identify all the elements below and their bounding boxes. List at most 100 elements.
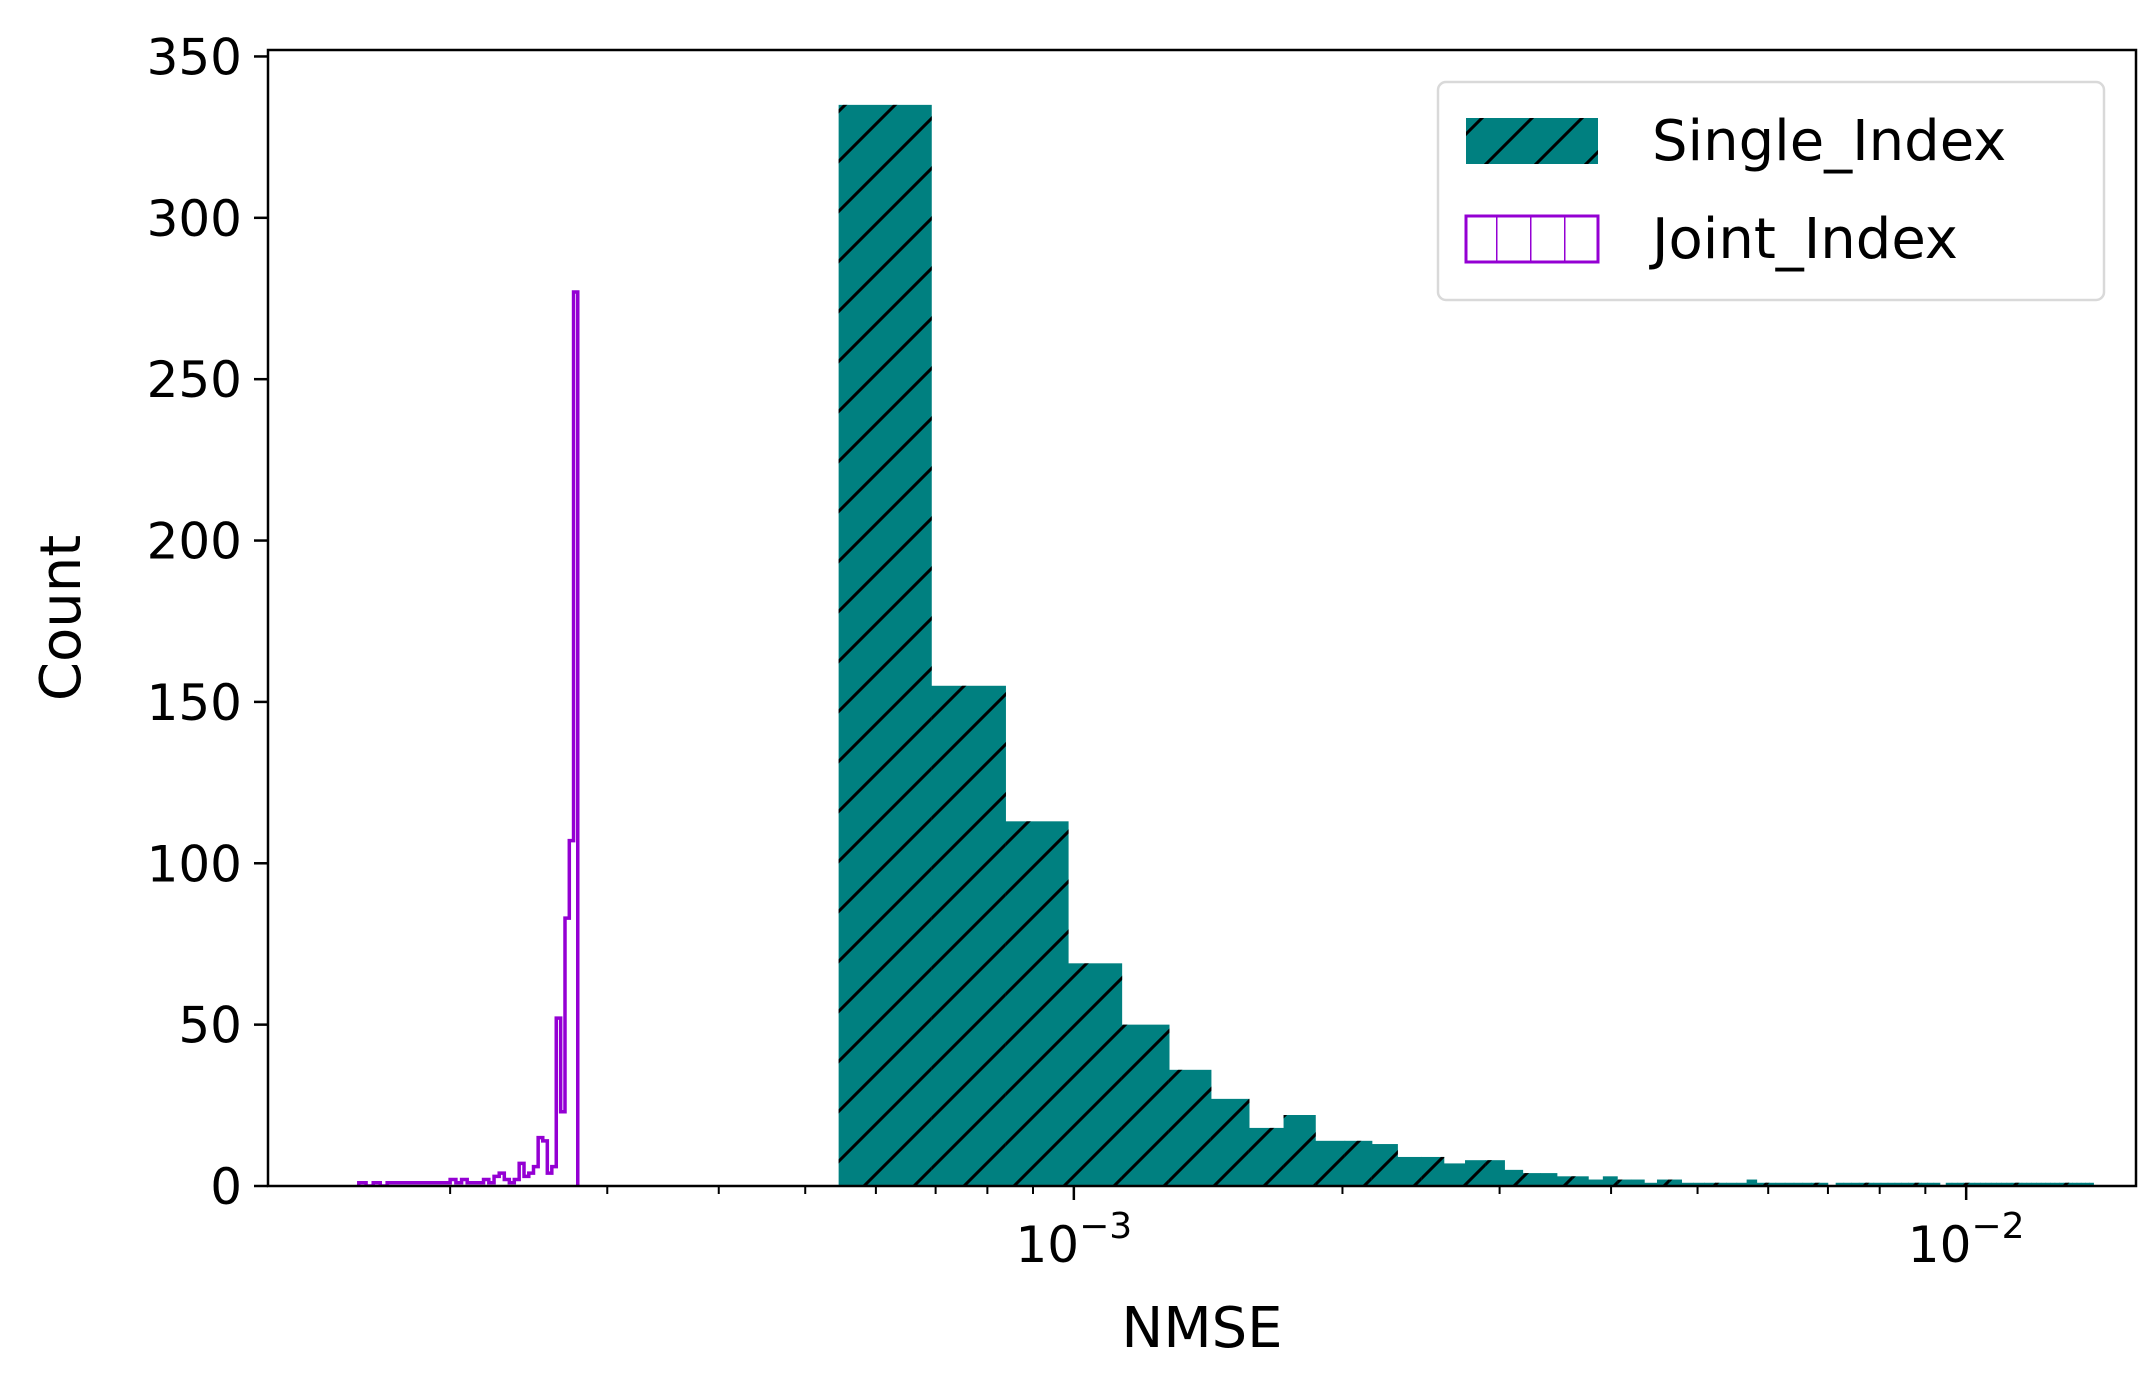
single-index-bar-hatch [2080,1182,2086,1186]
single-index-bar-hatch [1858,1182,1867,1186]
single-index-bar-hatch [1005,821,1069,1186]
single-index-bar-hatch [1168,1069,1212,1186]
legend-swatch-single-index-hatch [1466,118,1598,164]
single-index-bar-hatch [1443,1163,1466,1186]
single-index-bar-hatch [2021,1182,2028,1186]
single-index-bar-hatch [1974,1182,1981,1186]
legend-swatch-joint-index [1464,214,1600,264]
single-index-bar-hatch [1996,1182,2003,1186]
single-index-bar-hatch [1819,1182,1829,1186]
single-index-bar-hatch [1210,1098,1250,1186]
single-index-bar-hatch [2036,1182,2042,1186]
single-index-bar-hatch [1835,1182,1845,1186]
y-tick-label: 150 [147,674,242,732]
y-axis-label: Count [29,535,94,701]
single-index-bar-hatch [1963,1182,1970,1186]
single-index-bar-hatch [1556,1176,1574,1186]
y-tick-label: 350 [147,28,242,86]
single-index-bar-hatch [1873,1182,1882,1186]
single-index-bar-hatch [1880,1182,1889,1186]
single-index-bar-hatch [2031,1182,2037,1186]
single-index-bar-hatch [2067,1182,2073,1186]
y-tick-label: 200 [147,513,242,571]
single-index-bar-hatch [1736,1182,1748,1186]
legend-entry-single-index: Single_Index [1466,109,2006,174]
single-index-bar-hatch [2006,1182,2013,1186]
single-index-bar-hatch [1283,1115,1316,1186]
single-index-bar-hatch [1421,1156,1445,1186]
legend-label-single-index: Single_Index [1652,109,2006,174]
single-index-bar-hatch [1726,1182,1738,1186]
y-tick-label: 100 [147,835,242,893]
single-index-bars [838,104,2094,1186]
single-index-bar-hatch [1704,1182,1717,1186]
y-axis: 0 50 100 150 200 250 300 350 [147,28,268,1216]
single-index-bar-hatch [1485,1160,1505,1186]
single-index-bar-hatch [1540,1173,1558,1186]
legend-label-joint-index: Joint_Index [1649,207,1958,272]
single-index-bar-hatch [1617,1179,1632,1186]
y-tick-label: 50 [178,997,242,1055]
single-index-bar-hatch [2016,1182,2023,1186]
single-index-bar-hatch [1121,1024,1170,1186]
single-index-bar-hatch [1522,1173,1541,1186]
single-index-bar-hatch [1990,1182,1997,1186]
single-index-bar-hatch [1851,1182,1860,1186]
single-index-bar-hatch [1921,1182,1928,1186]
x-tick-label: 10−2 [1908,1206,2025,1274]
single-index-bar-hatch [1914,1182,1922,1186]
single-index-bar-hatch [1901,1182,1909,1186]
single-index-bar-hatch [1775,1182,1786,1186]
joint-index-steps [357,290,580,1186]
single-index-bar-hatch [1927,1182,1935,1186]
single-index-bar-hatch [931,685,1006,1186]
single-index-bar-hatch [1756,1182,1767,1186]
single-index-bar-hatch [2011,1182,2018,1186]
plot-frame [266,48,2138,1188]
single-index-bar-hatch [1504,1169,1524,1186]
single-index-bar-hatch [1248,1127,1285,1186]
single-index-bar-hatch [1315,1140,1346,1186]
single-index-bar-hatch [1957,1182,1964,1186]
single-index-bar-hatch [2089,1182,2094,1186]
single-index-bar-hatch [2085,1182,2090,1186]
single-index-bar-hatch [2059,1182,2065,1186]
single-index-bar-hatch [2063,1182,2069,1186]
x-axis: 10−3 10−2 [449,1186,2025,1274]
x-axis-label: NMSE [1121,1296,1282,1361]
single-index-bar-hatch [1602,1176,1618,1186]
single-index-bar-hatch [2026,1182,2032,1186]
single-index-bar-hatch [1945,1182,1953,1186]
single-index-bar-hatch [1933,1182,1941,1186]
single-index-bar-hatch [1067,963,1123,1186]
single-index-bar-hatch [838,104,932,1186]
single-index-bar-hatch [1588,1179,1604,1186]
single-index-bar-hatch [1630,1179,1645,1186]
single-index-bar-hatch [1371,1144,1398,1186]
single-index-bar-hatch [1951,1182,1959,1186]
single-index-bar-hatch [1843,1182,1852,1186]
single-index-bar-hatch [2050,1182,2056,1186]
legend-frame [1436,80,2106,302]
single-index-bar-hatch [1572,1176,1589,1186]
single-index-bar-hatch [2045,1182,2051,1186]
single-index-bar-hatch [1802,1182,1812,1186]
single-index-bar-hatch [2076,1182,2082,1186]
legend: Single_Index Joint_Index [1436,80,2106,302]
single-index-bar-hatch [1715,1182,1727,1186]
single-index-bar-hatch [1656,1179,1670,1186]
single-index-bar-hatch [1894,1182,1902,1186]
joint-index-step-line [357,290,580,1186]
single-index-bar-hatch [2072,1182,2078,1186]
single-index-bar-hatch [1766,1182,1777,1186]
single-index-bar-hatch [1344,1140,1373,1186]
single-index-bar-hatch [2040,1182,2047,1186]
single-index-bar-hatch [1908,1182,1916,1186]
single-index-bar-hatch [1968,1182,1976,1186]
single-index-bar-hatch [1681,1182,1694,1186]
single-index-bar-hatch [1644,1182,1658,1186]
y-tick-label: 250 [147,351,242,409]
single-index-bar-hatch [2001,1182,2008,1186]
single-index-bar-hatch [1980,1182,1987,1186]
